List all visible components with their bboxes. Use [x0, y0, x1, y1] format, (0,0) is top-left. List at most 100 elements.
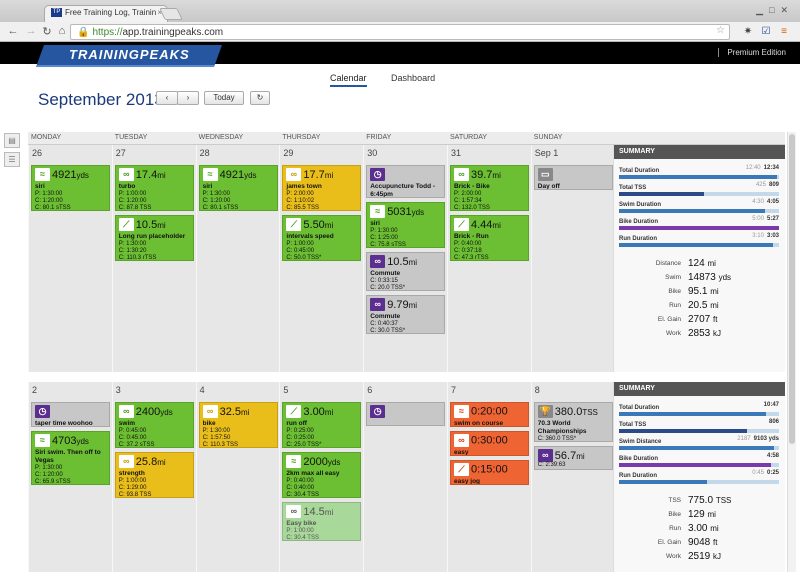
workout-card[interactable]: 🏆 380.0TSS 70.3 World Championships C: 360.…: [533, 402, 613, 442]
day-cell[interactable]: Sep 1 ▭ Day off: [530, 145, 614, 372]
workout-detail: C: 30.4 TSS: [286, 535, 319, 541]
workout-card[interactable]: ◷ taper time woohoo: [31, 402, 110, 427]
workout-unit: mi: [324, 507, 334, 517]
workout-detail: C: 30.4 TSS: [286, 492, 319, 498]
day-cell[interactable]: 31 ∞ 39.7mi Brick - Bike P: 2:00:00 C: 1:57:3…: [447, 145, 530, 372]
workout-card[interactable]: ⟋ 4.44mi Brick - Run P: 0:40:00 C: 0:37:18 C:…: [450, 215, 529, 261]
stat-unit: yds: [718, 273, 732, 282]
stat-value: 95.1 mi: [688, 286, 719, 297]
workout-detail: C: 93.8 TSS: [118, 492, 152, 498]
close-tab-icon[interactable]: ×: [157, 8, 162, 17]
minimize-icon[interactable]: ▁: [756, 5, 770, 15]
stat-value: 775.0 TSS: [688, 495, 732, 506]
browser-tab[interactable]: TP Free Training Log, Trainin ×: [44, 5, 168, 22]
summary-bar-fill: [619, 192, 704, 196]
day-cell[interactable]: 7 ≈0:20:00 swim on course ∞ 0:30:00 easy ⟋ 0:15…: [447, 382, 530, 572]
workout-card[interactable]: ◷: [366, 402, 446, 426]
workout-card[interactable]: ∞ 2400yds swim P: 0:45:00 C: 0:45:00 C: 37.2 …: [114, 402, 194, 448]
summary-value: 12:40 12:34: [745, 165, 779, 171]
summary-stat: Run 3.00 mi: [614, 523, 785, 537]
stat-label: TSS: [668, 497, 681, 504]
summary-row: Total Duration 10:47: [614, 400, 785, 417]
summary-stat: Swim 14873 yds: [614, 272, 785, 286]
day-cell[interactable]: 3 ∞ 2400yds swim P: 0:45:00 C: 0:45:00 C: 37.2…: [111, 382, 195, 572]
workout-card[interactable]: ∞ 56.7mi C: 2:39:63: [533, 446, 613, 470]
workout-card[interactable]: ≈4921yds siri P: 1:30:00 C: 1:20:00 C: 80.1 …: [31, 165, 110, 211]
workout-card[interactable]: ∞ 17.4mi turbo P: 1:00:00 C: 1:20:00 C: 87.8 …: [114, 165, 194, 211]
workout-card[interactable]: ∞ 0:30:00 easy: [450, 431, 529, 456]
month-name: September: [38, 90, 122, 109]
stat-label: Distance: [655, 260, 681, 267]
weekday-tuesday: TUESDAY: [114, 134, 148, 141]
url-input[interactable]: 🔒 https://app.trainingpeaks.com: [70, 24, 730, 40]
workout-card[interactable]: ∞ 39.7mi Brick - Bike P: 2:00:00 C: 1:57:34 C…: [450, 165, 529, 211]
list-icon[interactable]: ☰: [4, 152, 20, 167]
library-icon[interactable]: ▤: [4, 133, 20, 148]
scrollbar[interactable]: [787, 132, 796, 572]
settings-gear-icon[interactable]: ✷: [743, 26, 753, 37]
workout-card[interactable]: ≈0:20:00 swim on course: [450, 402, 529, 427]
workout-detail: P: 0:40:00: [286, 478, 314, 484]
summary-value: 806: [768, 419, 779, 425]
close-window-icon[interactable]: ✕: [780, 5, 794, 15]
back-icon[interactable]: ←: [7, 25, 19, 37]
day-cell[interactable]: 2 ◷ taper time woohoo ≈4703yds Siri swim. Th…: [28, 382, 111, 572]
day-cell[interactable]: 27 ∞ 17.4mi turbo P: 1:00:00 C: 1:20:00 C: 87.…: [111, 145, 195, 372]
today-button[interactable]: Today: [204, 91, 244, 105]
day-cell[interactable]: 28 ≈4921yds siri P: 1:30:00 C: 1:20:00 C: 80.…: [195, 145, 279, 372]
workout-card[interactable]: ≈2000yds 2km max all easy P: 0:40:00 C: 0:4…: [282, 452, 362, 498]
workout-card[interactable]: ⟋ 5.50mi intervals speed P: 1:00:00 C: 0:45:…: [282, 215, 362, 261]
bookmark-star-icon[interactable]: ☆: [716, 25, 725, 36]
workout-detail: C: 1:57:50: [202, 435, 231, 441]
workout-title: easy jog: [454, 478, 481, 485]
summary-bar: [619, 463, 779, 467]
workout-detail: C: 1:20:00: [118, 198, 147, 204]
day-number: 8: [534, 385, 540, 395]
tab-dashboard[interactable]: Dashboard: [391, 73, 436, 83]
workout-card[interactable]: ∞ 32.5mi bike P: 1:30:00 C: 1:57:50 C: 110.3 …: [198, 402, 278, 448]
bike-icon: ∞: [118, 405, 134, 418]
stat-value: 3.00 mi: [688, 523, 719, 534]
checkbox-extension-icon[interactable]: ☑: [761, 26, 771, 37]
maximize-icon[interactable]: □: [769, 5, 781, 15]
summary-planned: 2187: [737, 436, 751, 442]
workout-card[interactable]: ≈4921yds siri P: 1:30:00 C: 1:20:00 C: 80.1 …: [198, 165, 278, 211]
logo-text: TRAININGPEAKS: [69, 47, 190, 62]
scrollbar-thumb[interactable]: [789, 134, 795, 444]
forward-icon[interactable]: →: [25, 25, 37, 37]
prev-month-button[interactable]: ‹: [156, 91, 178, 105]
day-cell[interactable]: 29 ∞ 17.7mi james town P: 2:00:00 C: 1:10:02 C…: [279, 145, 362, 372]
day-cell[interactable]: 26 ≈4921yds siri P: 1:30:00 C: 1:20:00 C: 80.…: [28, 145, 111, 372]
workout-card[interactable]: ⟋ 3.00mi run off P: 0:25:00 C: 0:25:00 C: 25.…: [282, 402, 362, 448]
day-cell[interactable]: 6 ◷: [363, 382, 446, 572]
workout-title: 2km max all easy: [286, 470, 340, 477]
reload-icon[interactable]: ↻: [42, 26, 52, 38]
workout-card[interactable]: ∞ 25.8mi strength P: 1:00:00 C: 1:29:00 C: 93…: [114, 452, 194, 498]
workout-card[interactable]: ∞ 14.5mi Easy bike P: 1:00:00 C: 30.4 TSS: [282, 502, 362, 541]
workout-card[interactable]: ∞ 9.79mi Commute C: 0:40:37 C: 30.0 TSS*: [366, 295, 446, 334]
workout-card[interactable]: ∞ 10.5mi Commute C: 0:33:15 C: 20.0 TSS*: [366, 252, 446, 291]
trainingpeaks-logo[interactable]: TRAININGPEAKS: [35, 45, 223, 67]
workout-card[interactable]: ▭ Day off: [533, 165, 613, 190]
menu-icon[interactable]: ≡: [781, 26, 787, 37]
workout-card[interactable]: ∞ 17.7mi james town P: 2:00:00 C: 1:10:02 C: …: [282, 165, 362, 211]
next-month-button[interactable]: ›: [177, 91, 199, 105]
day-cell[interactable]: 5 ⟋ 3.00mi run off P: 0:25:00 C: 0:25:00 C: 25…: [279, 382, 362, 572]
refresh-button[interactable]: ↻: [250, 91, 270, 105]
tab-calendar[interactable]: Calendar: [330, 73, 367, 87]
workout-card[interactable]: ⟋ 10.5mi Long run placeholder P: 1:30:00 C: …: [114, 215, 194, 261]
workout-card[interactable]: ◷ Accupuncture Todd - 6:45pm: [366, 165, 446, 198]
workout-card[interactable]: ⟋ 0:15:00 easy jog: [450, 460, 529, 485]
day-cell[interactable]: 8 🏆 380.0TSS 70.3 World Championships C: 360…: [530, 382, 614, 572]
summary-value: 3:10 3:03: [752, 233, 779, 239]
bike-icon: ∞: [454, 434, 469, 447]
stat-unit: mi: [707, 510, 716, 519]
summary-row: Total TSS 806: [614, 417, 785, 434]
workout-card[interactable]: ≈5031yds siri P: 1:30:00 C: 1:25:00 C: 75.8 …: [366, 202, 446, 248]
summary-stat: El. Gain 9048 ft: [614, 537, 785, 551]
day-cell[interactable]: 30 ◷ Accupuncture Todd - 6:45pm ≈5031yds sir…: [363, 145, 446, 372]
home-icon[interactable]: ⌂: [58, 25, 66, 37]
workout-card[interactable]: ≈4703yds Siri swim. Then off to Vegas P: 1…: [31, 431, 110, 485]
summary-bar: [619, 429, 779, 433]
day-cell[interactable]: 4 ∞ 32.5mi bike P: 1:30:00 C: 1:57:50 C: 110.3…: [195, 382, 279, 572]
